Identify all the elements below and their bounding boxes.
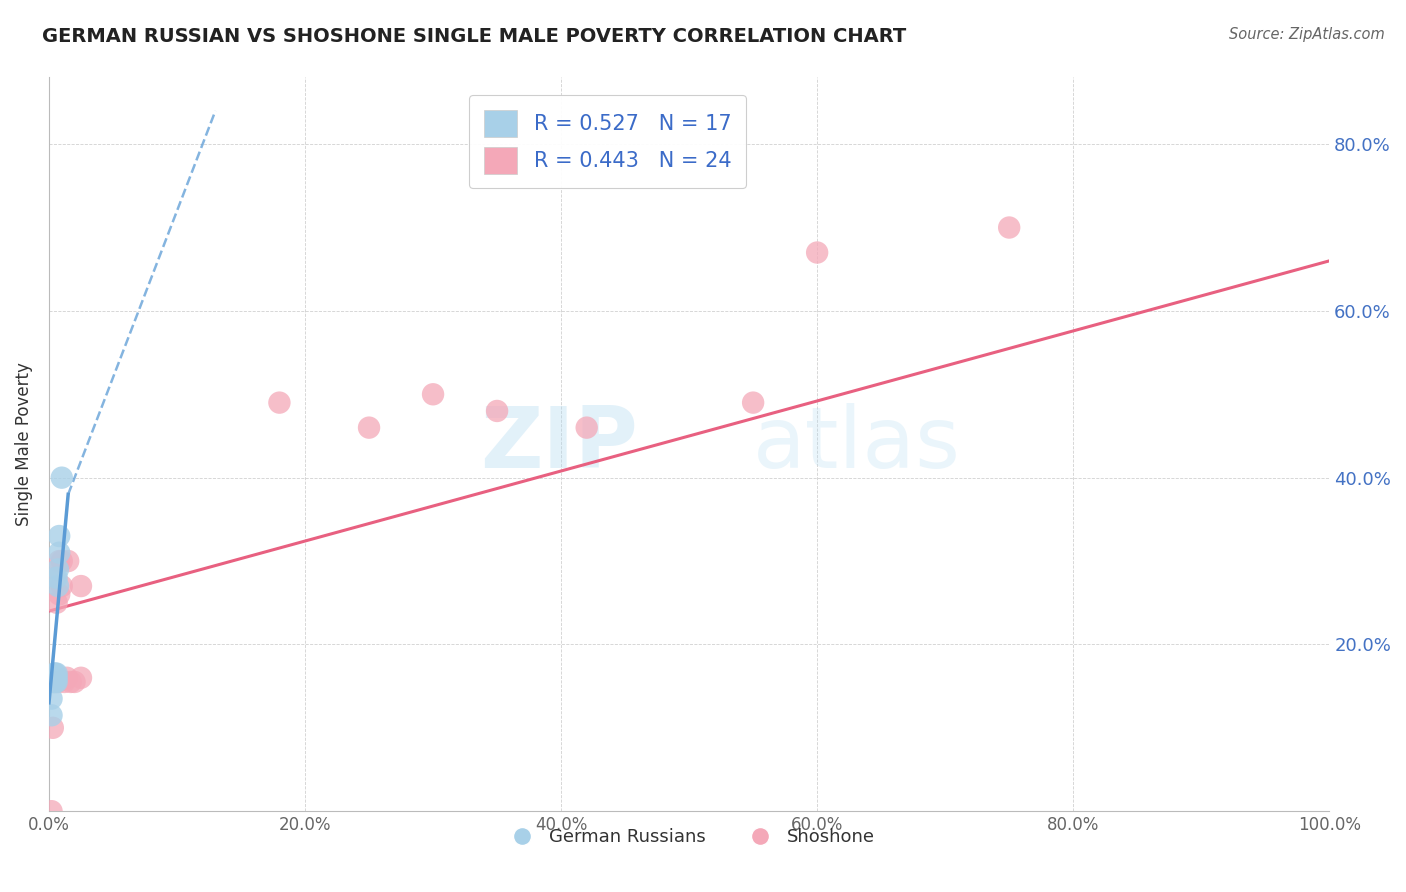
Point	[51, 579, 73, 593]
Point	[41, 708, 63, 723]
Point	[41, 804, 63, 818]
Point	[806, 245, 828, 260]
Point	[42, 721, 65, 735]
Point	[48, 587, 70, 601]
Point	[59, 675, 82, 690]
Point	[48, 529, 70, 543]
Point	[56, 554, 79, 568]
Point	[45, 671, 67, 685]
Text: ZIP: ZIP	[481, 403, 638, 486]
Point	[48, 554, 70, 568]
Point	[42, 666, 65, 681]
Point	[44, 666, 66, 681]
Point	[46, 579, 69, 593]
Point	[45, 596, 67, 610]
Point	[45, 571, 67, 585]
Point	[44, 675, 66, 690]
Y-axis label: Single Male Poverty: Single Male Poverty	[15, 362, 32, 526]
Point	[70, 671, 93, 685]
Legend: German Russians, Shoshone: German Russians, Shoshone	[496, 821, 882, 854]
Point	[42, 675, 65, 690]
Point	[45, 666, 67, 681]
Point	[51, 554, 73, 568]
Point	[70, 579, 93, 593]
Point	[41, 691, 63, 706]
Point	[46, 562, 69, 576]
Point	[56, 671, 79, 685]
Point	[44, 571, 66, 585]
Point	[53, 675, 76, 690]
Point	[998, 220, 1021, 235]
Point	[575, 420, 598, 434]
Point	[48, 546, 70, 560]
Point	[269, 395, 291, 409]
Point	[42, 675, 65, 690]
Text: atlas: atlas	[754, 403, 962, 486]
Text: GERMAN RUSSIAN VS SHOSHONE SINGLE MALE POVERTY CORRELATION CHART: GERMAN RUSSIAN VS SHOSHONE SINGLE MALE P…	[42, 27, 907, 45]
Point	[422, 387, 444, 401]
Point	[46, 675, 69, 690]
Point	[45, 675, 67, 690]
Text: Source: ZipAtlas.com: Source: ZipAtlas.com	[1229, 27, 1385, 42]
Point	[742, 395, 765, 409]
Point	[44, 671, 66, 685]
Point	[63, 675, 86, 690]
Point	[486, 404, 509, 418]
Point	[51, 471, 73, 485]
Point	[357, 420, 380, 434]
